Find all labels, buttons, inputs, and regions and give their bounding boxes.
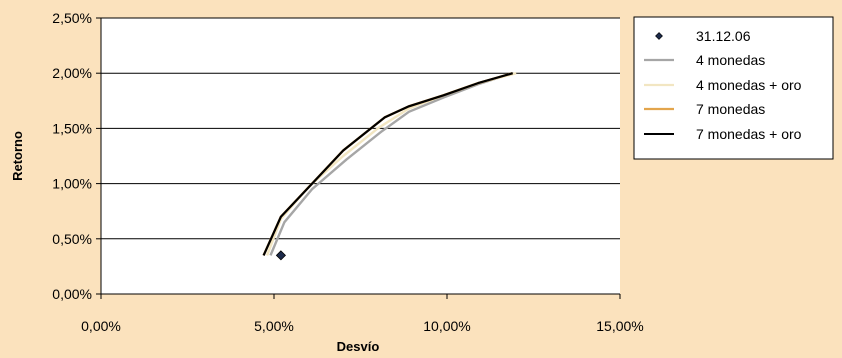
legend: 31.12.06 4 monedas 4 monedas + oro 7 moneda…	[633, 16, 834, 160]
x-tick-label: 5,00%	[254, 318, 294, 334]
x-tick-label: 0,00%	[81, 318, 121, 334]
y-tick-label: 2,50%	[52, 10, 92, 26]
y-tick-label: 0,50%	[52, 231, 92, 247]
y-tick-label: 1,00%	[52, 176, 92, 192]
legend-label-7-monedas-oro: 7 monedas + oro	[696, 126, 802, 142]
data-point-31-12-06	[275, 250, 286, 261]
y-tick-label: 1,50%	[52, 120, 92, 136]
legend-marker-31-12-06	[655, 32, 663, 40]
series-line-7-monedas-oro	[262, 72, 514, 256]
plot-area	[101, 18, 620, 294]
x-tick-label: 10,00%	[423, 318, 470, 334]
legend-label-4-monedas: 4 monedas	[696, 52, 765, 68]
y-tick-label: 0,00%	[52, 286, 92, 302]
x-axis-title: Desvío	[337, 339, 380, 353]
x-tick-label: 15,00%	[596, 318, 643, 334]
y-tick-label: 2,00%	[52, 65, 92, 81]
legend-box	[633, 16, 834, 160]
legend-label-31-12-06: 31.12.06	[696, 28, 751, 44]
series-line-4-monedas	[269, 72, 514, 256]
legend-label-7-monedas: 7 monedas	[696, 101, 765, 117]
y-axis-title: Retorno	[10, 131, 25, 181]
legend-label-4-monedas-oro: 4 monedas + oro	[696, 77, 802, 93]
